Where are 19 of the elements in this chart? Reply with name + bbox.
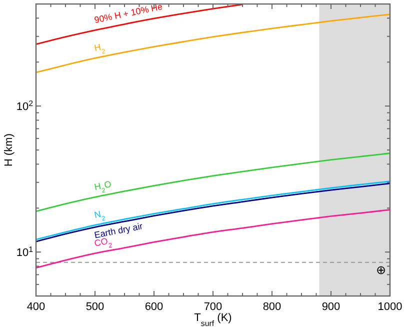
x-tick-label: 500 [86,301,104,313]
x-axis-title: T$_{surf}$ (K) [194,312,232,327]
text: N$_{2}$ [93,208,106,222]
line-series [36,14,390,74]
x-tick-label: 700 [204,301,222,313]
x-tick-label: 800 [262,301,282,313]
y-axis-title: H (km) [3,134,15,166]
x-tick-label: 400 [26,301,46,313]
x-tick-label: 600 [144,301,164,313]
text: H$_{2}$ [93,42,106,56]
y-tick-label: 10$^{1}$ [16,244,34,260]
annotation: ⊕ [376,263,386,277]
y-tick-label: 10$^{2}$ [16,98,33,114]
x-tick-label: 1000 [378,301,402,313]
text: H$_{2}$O [93,178,112,194]
line-series [36,152,390,212]
x-tick-label: 900 [322,301,340,313]
line-series [36,4,244,45]
text: 90% H + 10% He [93,1,164,26]
